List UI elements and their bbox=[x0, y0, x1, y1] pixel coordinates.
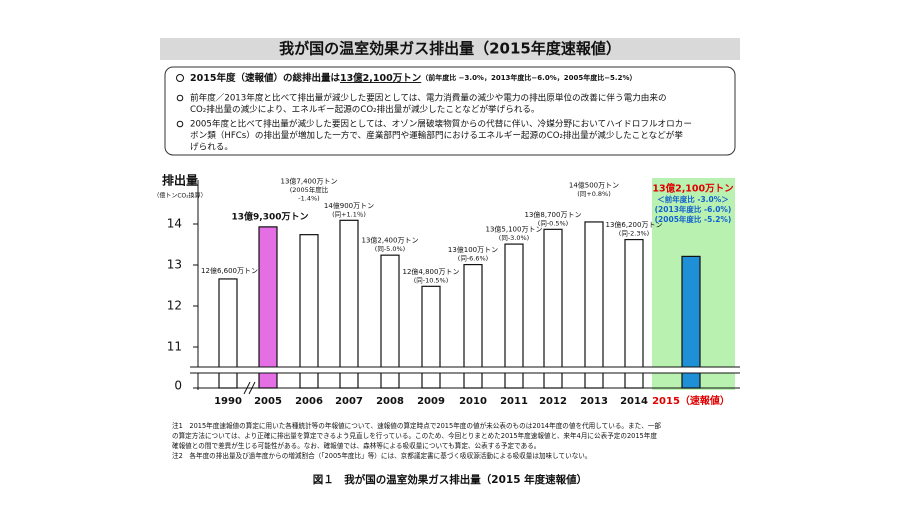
bar bbox=[380, 254, 400, 389]
value-label: 12億6,600万トン bbox=[201, 266, 258, 275]
bar-note: (同-6.6%) bbox=[458, 255, 488, 263]
lead-highlight: 13億2,100万トン bbox=[340, 72, 421, 84]
caption: 図１ 我が国の温室効果ガス排出量（2015 年度速報値） bbox=[313, 473, 587, 486]
bar bbox=[624, 238, 644, 389]
bar-note: (同-3.0%) bbox=[499, 234, 529, 242]
x-tick-label: 2013 bbox=[580, 396, 608, 407]
x-tick-label: 2012 bbox=[539, 396, 567, 407]
bullet-line: 2005年度と比べて排出量が減少した要因としては、オゾン層破壊物質からの代替に伴… bbox=[190, 118, 692, 130]
axis-break bbox=[190, 367, 740, 373]
bar bbox=[584, 221, 604, 389]
value-label: 13億7,400万トン bbox=[281, 177, 338, 186]
x-tick-label: 2015（速報値） bbox=[652, 394, 730, 407]
lead-detail: （前年度比 −3.0%，2013年度比−6.0%，2005年度比−5.2%） bbox=[421, 73, 636, 82]
x-tick-label: 2010 bbox=[459, 396, 487, 407]
x-break bbox=[248, 381, 256, 395]
bar-note: (同+0.8%) bbox=[577, 190, 611, 198]
bullet bbox=[176, 94, 184, 102]
summary-box bbox=[164, 66, 736, 156]
bar-note: -1.4%) bbox=[298, 195, 319, 203]
bar-note: (同-5.0%) bbox=[375, 245, 405, 253]
bullet-line: 前年度／2013年度と比べて排出量が減少した要因としては、電力消費量の減少や電力… bbox=[190, 92, 667, 104]
x-tick-label: 2006 bbox=[295, 396, 323, 407]
value-label: 13億5,100万トン bbox=[486, 225, 543, 234]
title: 我が国の温室効果ガス排出量（2015年度速報値） bbox=[279, 40, 621, 58]
bullet bbox=[176, 120, 184, 128]
value-label: 14億500万トン bbox=[569, 180, 619, 189]
value-label: 13億100万トン bbox=[448, 245, 498, 254]
bullet-line: ボン類（HFCs）の排出量が増加した一方で、産業部門や運輸部門におけるエネルギー… bbox=[190, 129, 683, 141]
bar-note: ＜前年度比 -3.0%＞ bbox=[657, 194, 729, 204]
note: 確報値との間で差異が生じる可能性がある。なお、確報値では、森林等による吸収量につ… bbox=[172, 441, 540, 450]
bullet-line: CO₂排出量の減少により、エネルギー起源のCO₂排出量が減少したことなどが挙げら… bbox=[190, 103, 540, 115]
y-tick-label: 11 bbox=[167, 340, 182, 354]
y-tick-label: 13 bbox=[167, 258, 182, 272]
title-bar bbox=[160, 38, 740, 60]
bar-note: (2005年度比 -5.2%) bbox=[655, 214, 732, 224]
value-label: 13億2,400万トン bbox=[362, 236, 419, 245]
bar-note: (2005年度比 bbox=[290, 185, 329, 194]
x-tick-label: 2008 bbox=[376, 396, 404, 407]
bar bbox=[504, 243, 524, 389]
bar-note: (同-2.3%) bbox=[619, 230, 649, 238]
y-tick-label: 14 bbox=[167, 217, 182, 231]
x-tick-label: 2009 bbox=[417, 396, 445, 407]
bar bbox=[218, 278, 238, 389]
value-label: 13億2,100万トン bbox=[652, 183, 733, 195]
value-label: 14億900万トン bbox=[324, 201, 374, 210]
value-label: 13億9,300万トン bbox=[232, 210, 309, 222]
y-tick-label: 12 bbox=[167, 299, 182, 313]
x-tick-label: 2005 bbox=[254, 396, 282, 407]
lead-text: 2015年度（速報値）の総排出量は bbox=[190, 72, 340, 84]
x-tick-label: 2014 bbox=[620, 396, 648, 407]
lead: 2015年度（速報値）の総排出量は13億2,100万トン（前年度比 −3.0%，… bbox=[190, 72, 636, 84]
bar-note: (同-0.5%) bbox=[538, 219, 568, 227]
value-label: 12億4,800万トン bbox=[403, 267, 460, 276]
x-tick-label: 1990 bbox=[214, 396, 242, 407]
bar-note: (同+1.1％) bbox=[332, 210, 366, 218]
bullet bbox=[176, 74, 184, 82]
y-tick-label: 0 bbox=[174, 379, 182, 393]
bullet-line: げられる。 bbox=[190, 142, 233, 153]
y-label: 排出量 bbox=[162, 173, 198, 188]
x-break bbox=[243, 381, 251, 395]
y-unit: （億トンCO₂換算） bbox=[153, 192, 206, 200]
bar bbox=[258, 226, 278, 389]
bar bbox=[339, 219, 359, 389]
bar bbox=[543, 228, 563, 389]
note: の算定方法については、より正確に排出量を算定できるよう見直しを行っている。このた… bbox=[172, 431, 657, 440]
bar bbox=[463, 263, 483, 389]
bar bbox=[681, 255, 701, 389]
bar-note: (同-10.5%) bbox=[414, 276, 449, 284]
value-label: 13億8,700万トン bbox=[525, 210, 582, 219]
x-tick-label: 2011 bbox=[500, 396, 528, 407]
bar bbox=[299, 234, 319, 389]
note: 注2 各年度の排出量及び過年度からの増減割合（「2005年度比」等）には、京都議… bbox=[172, 451, 592, 460]
value-label: 13億6,200万トン bbox=[606, 220, 663, 229]
note: 注1 2015年度速報値の算定に用いた各種統計等の年報値について、速報値の算定時… bbox=[172, 421, 661, 430]
bar bbox=[421, 285, 441, 389]
bar-note: (2013年度比 -6.0%) bbox=[655, 204, 732, 214]
x-tick-label: 2007 bbox=[335, 396, 363, 407]
